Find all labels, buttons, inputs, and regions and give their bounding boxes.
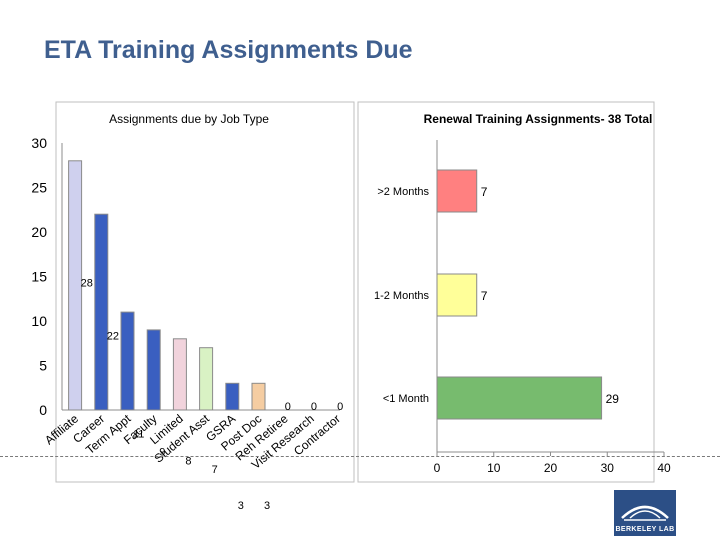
bar-4 (172, 338, 187, 411)
data-label-10: 0 (337, 401, 343, 413)
renewal-category-label-0: >2 Months (377, 186, 429, 198)
job-type-data-labels: 28 22 11 9 8 7 3 3 0 0 0 (81, 277, 344, 512)
y-tick-label: 0 (39, 402, 47, 418)
renewal-chart-frame (357, 101, 655, 483)
page-title: ETA Training Assignments Due (44, 36, 413, 64)
bar-3 (146, 329, 161, 411)
data-label-7: 3 (264, 500, 270, 512)
renewal-data-label-0: 7 (481, 185, 488, 199)
slide-divider (0, 456, 720, 457)
y-tick-label: 5 (39, 358, 47, 374)
bar-6 (225, 382, 240, 411)
data-label-9: 0 (311, 401, 317, 413)
job-type-bars (68, 160, 266, 411)
renewal-data-labels: 7 7 29 (481, 185, 620, 406)
data-label-2: 11 (133, 429, 144, 441)
renewal-bar-0 (436, 169, 478, 213)
renewal-chart-title: Renewal Training Assignments- 38 Total (424, 112, 653, 126)
logo-text: BERKELEY LAB (615, 526, 675, 533)
renewal-data-label-1: 7 (481, 289, 488, 303)
y-tick-label: 15 (31, 269, 47, 285)
data-label-6: 3 (238, 500, 244, 512)
y-tick-label: 25 (31, 180, 47, 196)
y-tick-label: 20 (31, 224, 47, 240)
berkeley-lab-logo: BERKELEY LAB (614, 490, 676, 536)
data-label-3: 9 (159, 446, 165, 458)
renewal-bar-1 (436, 273, 478, 317)
job-type-chart: Assignments due by Job Type 051015202530… (31, 101, 355, 512)
bar-7 (251, 382, 266, 411)
renewal-bars (436, 169, 603, 420)
data-label-4: 8 (185, 455, 191, 467)
data-label-0: 28 (81, 277, 93, 289)
x-tick-label: 10 (487, 461, 501, 475)
bar-2 (120, 311, 135, 411)
renewal-chart: Renewal Training Assignments- 38 Total 0… (357, 101, 671, 483)
x-tick-label: 40 (657, 461, 671, 475)
berkeley-lab-logo-icon (621, 505, 669, 521)
job-type-chart-title: Assignments due by Job Type (109, 112, 269, 126)
data-label-1: 22 (107, 331, 119, 343)
bar-1 (94, 213, 109, 411)
renewal-bar-2 (436, 376, 603, 420)
y-tick-label: 10 (31, 313, 47, 329)
x-tick-label: 0 (434, 461, 441, 475)
bar-0 (68, 160, 83, 411)
renewal-category-labels: >2 Months 1-2 Months <1 Month (374, 186, 430, 405)
bar-5 (199, 347, 214, 411)
renewal-x-ticks: 0 10 20 30 40 (434, 452, 671, 475)
y-tick-label: 30 (31, 135, 47, 151)
renewal-category-label-1: 1-2 Months (374, 290, 430, 302)
job-type-y-ticks: 0 5 10 15 20 25 30 (31, 135, 47, 418)
x-tick-label: 20 (544, 461, 558, 475)
data-label-5: 7 (212, 464, 218, 476)
data-label-8: 0 (285, 401, 291, 413)
job-type-chart-frame (55, 101, 355, 483)
renewal-data-label-2: 29 (606, 392, 620, 406)
x-tick-label: 30 (601, 461, 615, 475)
renewal-category-label-2: <1 Month (383, 393, 429, 405)
